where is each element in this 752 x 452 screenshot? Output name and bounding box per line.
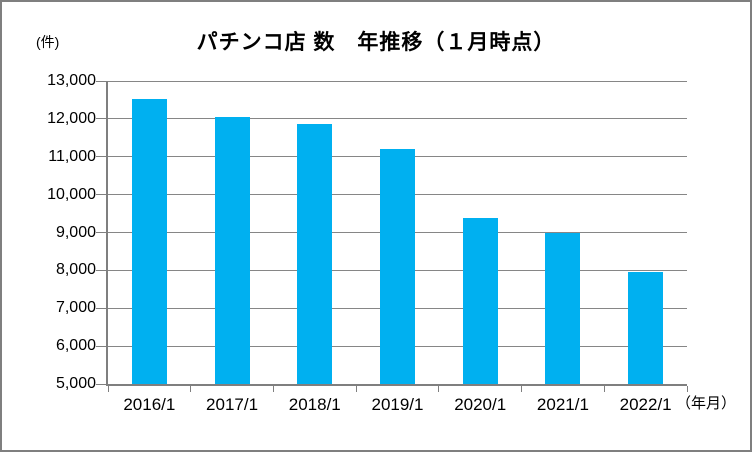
y-axis-tick-label: 8,000 bbox=[55, 261, 96, 279]
y-axis-tick bbox=[96, 156, 106, 158]
y-axis-tick-label: 6,000 bbox=[55, 337, 96, 355]
y-axis-tick bbox=[96, 81, 106, 82]
y-axis-tick-label: 5,000 bbox=[55, 375, 96, 392]
y-axis-tick-label: 11,000 bbox=[48, 147, 96, 165]
y-axis-tick bbox=[96, 269, 106, 271]
y-axis-unit-label: (件) bbox=[36, 34, 60, 50]
x-axis-tick bbox=[438, 386, 440, 392]
x-axis-tick bbox=[107, 386, 109, 392]
x-axis-tick bbox=[521, 386, 523, 392]
x-axis-tick-label: 2017/1 bbox=[206, 395, 259, 414]
y-axis-tick bbox=[96, 194, 106, 196]
gridline bbox=[108, 81, 687, 82]
x-axis-tick bbox=[190, 386, 192, 392]
y-axis-tick-label: 13,000 bbox=[47, 72, 96, 89]
x-axis-tick-label: 2020/1 bbox=[454, 395, 507, 414]
y-axis-tick bbox=[96, 383, 106, 385]
x-axis-tick-label: 2019/1 bbox=[371, 395, 424, 414]
bar-2022-1 bbox=[628, 271, 664, 384]
y-axis-tick-label: 7,000 bbox=[55, 299, 96, 317]
y-axis-line bbox=[106, 81, 108, 386]
bar-2018-1 bbox=[297, 124, 333, 384]
y-axis-tick-label: 12,000 bbox=[47, 109, 96, 127]
x-axis-tick-label: 2016/1 bbox=[123, 395, 176, 414]
x-axis-tick-label: 2022/1 bbox=[619, 395, 672, 414]
bar-2019-1 bbox=[380, 148, 415, 384]
gridline bbox=[108, 118, 687, 120]
x-axis-unit-label: （年月） bbox=[676, 395, 737, 412]
x-axis-line bbox=[106, 384, 687, 386]
y-axis-tick-label: 10,000 bbox=[47, 185, 96, 203]
x-axis-tick bbox=[603, 386, 605, 392]
bar-2020-1 bbox=[462, 218, 498, 384]
x-axis-tick-label: 2021/1 bbox=[536, 395, 589, 414]
bar-2017-1 bbox=[214, 117, 250, 384]
y-axis-tick bbox=[96, 232, 106, 233]
y-axis-labels: 13,000 12,000 11,000 10,000 9,000 8,000 7,000 6… bbox=[2, 2, 96, 450]
plot-area: 2016/1 2017/1 2018/1 2019/1 2020/1 2021/1 2022… bbox=[96, 81, 688, 414]
x-axis-tick-label: 2018/1 bbox=[288, 395, 341, 414]
chart-title: パチンコ店 数 年推移（１月時点） bbox=[196, 31, 556, 54]
y-axis-tick bbox=[96, 307, 106, 309]
bar-2021-1 bbox=[545, 232, 581, 384]
y-axis-tick bbox=[96, 345, 106, 347]
x-axis-tick bbox=[686, 386, 688, 392]
y-axis-tick bbox=[96, 118, 106, 120]
y-axis-tick-label: 9,000 bbox=[55, 223, 96, 241]
bar-2016-1 bbox=[131, 98, 167, 384]
x-axis-tick bbox=[272, 386, 274, 392]
x-axis-tick bbox=[355, 386, 357, 392]
